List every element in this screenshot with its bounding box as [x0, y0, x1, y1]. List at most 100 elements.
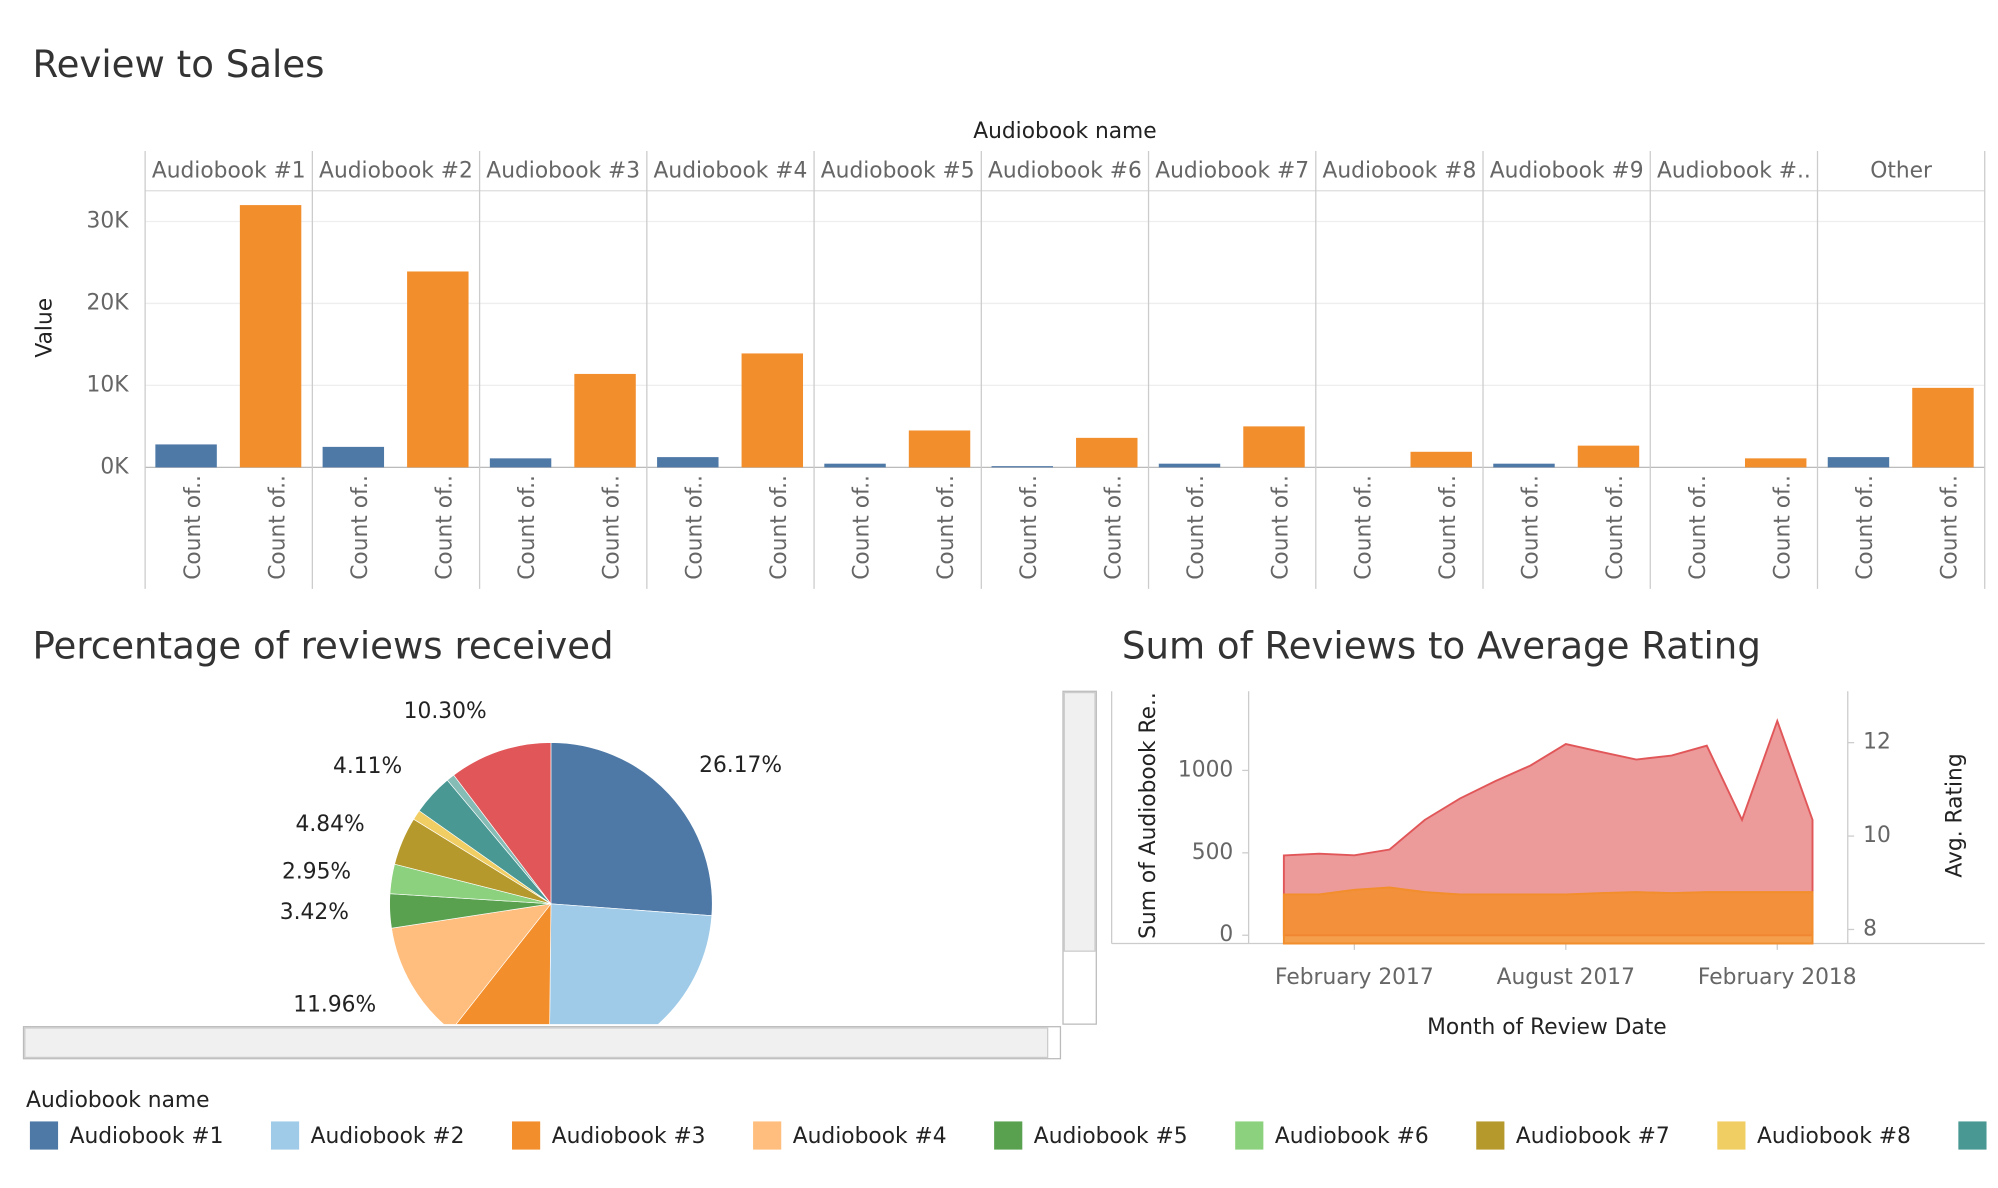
- pie-slice: [550, 742, 713, 916]
- pane-label: Audiobook #2: [319, 159, 473, 184]
- chart-title: Review to Sales: [32, 43, 324, 86]
- y-axis-label: Value: [32, 298, 57, 358]
- chart-title: Sum of Reviews to Average Rating: [1122, 624, 1761, 667]
- bar: [1577, 445, 1640, 468]
- x-sub-label: Count of..: [767, 475, 792, 580]
- value-label: 3.42%: [280, 900, 349, 925]
- legend-label: Audiobook #5: [1034, 1124, 1188, 1149]
- x-sub-label: Count of..: [515, 475, 540, 580]
- legend-label: Audiobook #4: [793, 1124, 947, 1149]
- pane-label: Audiobook #6: [988, 159, 1142, 184]
- legend-swatch: [1235, 1121, 1264, 1150]
- y2-tick-label: 10: [1863, 823, 1891, 848]
- value-label: 26.17%: [699, 753, 782, 778]
- y2-tick-label: 12: [1863, 730, 1891, 755]
- value-label: 11.96%: [293, 993, 376, 1018]
- pie-slice: [455, 902, 552, 1025]
- bar: [407, 271, 469, 468]
- pane-label: Audiobook #..: [1657, 159, 1811, 184]
- bar: [741, 353, 804, 468]
- legend-label: Audiobook #7: [1516, 1124, 1670, 1149]
- x-tick-label: February 2018: [1698, 965, 1857, 990]
- x-sub-label: Count of..: [1853, 475, 1878, 580]
- value-label: 2.95%: [282, 859, 351, 884]
- legend-swatch: [270, 1121, 300, 1150]
- legend-swatch: [1717, 1121, 1746, 1150]
- pane-label: Audiobook #9: [1490, 159, 1644, 184]
- y-tick-label: 0: [1219, 922, 1233, 947]
- y-tick-label: 500: [1192, 840, 1234, 865]
- x-sub-label: Count of..: [1519, 475, 1544, 580]
- bar: [574, 373, 636, 468]
- value-label: 4.84%: [296, 812, 365, 837]
- bar: [1076, 437, 1138, 468]
- bar: [1410, 451, 1472, 468]
- bar: [991, 466, 1053, 468]
- pane-label: Audiobook #1: [152, 159, 306, 184]
- x-sub-label: Count of..: [265, 475, 290, 580]
- bar: [239, 205, 302, 468]
- pie-pane: 26.17% 11.96% 3.42% 2.95% 4.84% 4.11% 10.30%: [280, 699, 782, 1025]
- x-tick-label: August 2017: [1497, 965, 1635, 990]
- bar: [1827, 457, 1890, 468]
- legend-label: Audiobook #3: [552, 1124, 706, 1149]
- pane-label: Audiobook #3: [486, 159, 640, 184]
- x-sub-label: Count of..: [1101, 475, 1126, 580]
- y-tick-label: 20K: [87, 290, 130, 315]
- bar: [1912, 387, 1974, 468]
- pane-label: Audiobook #7: [1155, 159, 1309, 184]
- bar: [322, 446, 385, 468]
- legend-swatch: [1958, 1121, 1987, 1150]
- x-sub-label: Count of..: [1770, 475, 1795, 580]
- x-sub-label: Count of..: [1686, 475, 1711, 580]
- x-sub-label: Count of..: [1351, 475, 1376, 580]
- chart-title: Percentage of reviews received: [32, 624, 613, 667]
- bar: [1243, 426, 1305, 468]
- x-sub-label: Count of..: [432, 475, 457, 580]
- legend-swatch: [29, 1121, 59, 1150]
- bar: [489, 458, 552, 468]
- y-tick-label: 30K: [87, 208, 130, 233]
- area: [1282, 718, 1814, 937]
- bar: [155, 444, 217, 468]
- pie-slice: [391, 903, 552, 1025]
- x-sub-label: Count of..: [181, 475, 206, 580]
- bar: [1493, 463, 1555, 468]
- x-sub-label: Count of..: [1269, 475, 1294, 580]
- pane-label: Audiobook #5: [821, 159, 975, 184]
- x-sub-label: Count of..: [1938, 475, 1963, 580]
- h-scroll-thumb[interactable]: [24, 1027, 1049, 1059]
- bar: [1744, 458, 1807, 468]
- legend-label: Audiobook #1: [70, 1124, 224, 1149]
- x-sub-label: Count of..: [348, 475, 373, 580]
- x-tick-label: February 2017: [1275, 965, 1434, 990]
- legend-label: Audiobook #6: [1275, 1124, 1429, 1149]
- area: [1282, 886, 1814, 945]
- legend-label: Audiobook #8: [1757, 1124, 1911, 1149]
- bar: [908, 430, 971, 468]
- legend-swatch: [1476, 1121, 1505, 1150]
- value-label: 10.30%: [404, 699, 487, 724]
- x-sub-label: Count of..: [850, 475, 875, 580]
- pie-slice: [453, 742, 552, 905]
- y-tick-label: 1000: [1178, 757, 1233, 782]
- y2-tick-label: 8: [1863, 916, 1877, 941]
- legend-swatch: [753, 1121, 782, 1150]
- bar: [824, 463, 886, 468]
- x-sub-label: Count of..: [1184, 475, 1209, 580]
- bar: [657, 457, 719, 468]
- v-scroll-thumb[interactable]: [1063, 691, 1096, 952]
- legend-swatch: [512, 1121, 541, 1150]
- bar: [1158, 463, 1221, 468]
- x-sub-label: Count of..: [1436, 475, 1461, 580]
- y-axis-label: Sum of Audiobook Re..: [1136, 692, 1161, 939]
- x-sub-label: Count of..: [682, 475, 707, 580]
- pane-label: Audiobook #4: [654, 159, 808, 184]
- x-sub-label: Count of..: [1603, 475, 1628, 580]
- legend-title: Audiobook name: [26, 1088, 209, 1113]
- legend-swatch: [994, 1121, 1023, 1150]
- y2-axis-label: Avg. Rating: [1942, 753, 1967, 877]
- x-sub-label: Count of..: [600, 475, 625, 580]
- x-axis-label: Month of Review Date: [1427, 1015, 1666, 1040]
